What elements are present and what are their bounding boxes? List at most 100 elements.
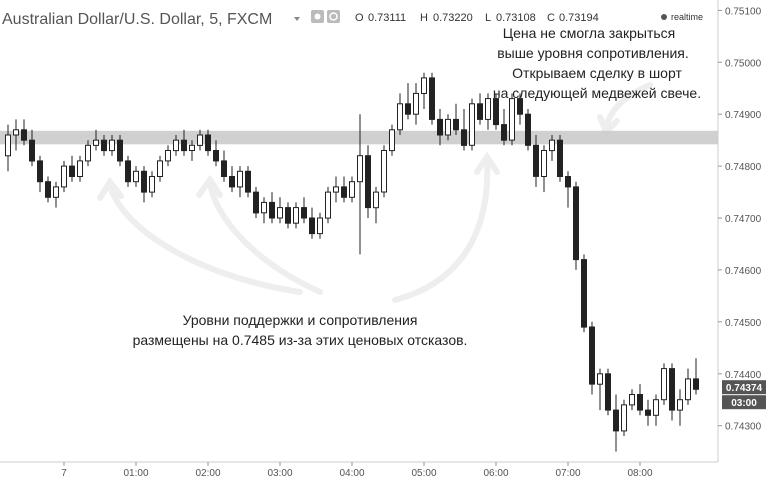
- candle: [301, 197, 307, 224]
- candle: [109, 135, 115, 156]
- candle-body-bullish: [397, 103, 403, 131]
- candle-body-bullish: [421, 77, 427, 95]
- candle: [285, 202, 291, 229]
- settings-icon[interactable]: [327, 10, 340, 23]
- candle: [213, 140, 219, 167]
- bar-timer-bg: [722, 395, 766, 410]
- arrow-curve-3: [392, 157, 491, 303]
- candle: [85, 140, 91, 167]
- support-note-line-1: Уровни поддержки и сопротивления: [183, 312, 418, 328]
- plot-area[interactable]: [0, 0, 718, 462]
- chevron-down-icon[interactable]: [294, 17, 300, 21]
- candle-body-bearish: [453, 118, 459, 131]
- candle-body-bullish: [485, 98, 491, 120]
- candle: [253, 186, 259, 218]
- candle-body-bearish: [613, 409, 619, 432]
- candle-body-bullish: [13, 129, 19, 136]
- support-resistance-band: [0, 130, 718, 145]
- candle: [373, 186, 379, 224]
- candle: [589, 321, 595, 395]
- candle-body-bearish: [253, 191, 259, 214]
- candle-body-bearish: [533, 144, 539, 177]
- last-price-value: 0.74374: [726, 383, 763, 394]
- candle: [661, 363, 667, 405]
- candle: [533, 135, 539, 187]
- candle-body-bullish: [509, 98, 515, 141]
- time-tick-label: 01:00: [123, 468, 148, 479]
- candle: [573, 181, 579, 270]
- candle-body-bullish: [661, 368, 667, 401]
- candle-body-bullish: [541, 150, 547, 177]
- time-tick-label: 02:00: [195, 468, 220, 479]
- candle-body-bullish: [293, 207, 299, 224]
- candle: [693, 358, 699, 395]
- candle-body-bearish: [21, 129, 27, 141]
- candle-body-bearish: [557, 139, 563, 177]
- candle-body-bullish: [85, 144, 91, 162]
- support-annotation: Уровни поддержки и сопротивления размеще…: [133, 312, 468, 348]
- candle-body-bullish: [261, 201, 267, 214]
- candle-body-bearish: [181, 139, 187, 152]
- time-tick-label: 06:00: [483, 468, 508, 479]
- price-axis[interactable]: 0.75100 0.75000 0.74900 0.74800 0.74700 0.746…: [718, 6, 762, 433]
- chart-header: Australian Dollar/U.S. Dollar, 5, FXCM O…: [2, 10, 703, 28]
- candle: [541, 145, 547, 193]
- candle-body-bearish: [501, 124, 507, 141]
- candle: [69, 155, 75, 182]
- candle: [493, 93, 499, 130]
- close-value: 0.73194: [559, 12, 599, 24]
- realtime-label: realtime: [671, 12, 703, 22]
- price-tick-label: 0.74900: [725, 110, 762, 121]
- candle-body-bullish: [597, 373, 603, 385]
- candle: [29, 129, 35, 167]
- candle-body-bullish: [277, 207, 283, 219]
- time-axis[interactable]: 7 01:00 02:00 03:00 04:00 05:00 06:00 07:00 08:0…: [61, 462, 653, 479]
- candle-body-bullish: [685, 378, 691, 401]
- candle: [197, 129, 203, 151]
- low-label: L: [485, 12, 491, 24]
- candle-body-bullish: [357, 155, 363, 183]
- candle-body-bullish: [621, 404, 627, 432]
- candle-body-bearish: [637, 394, 643, 411]
- candle: [189, 140, 195, 161]
- candle: [453, 103, 459, 135]
- candle-body-bearish: [341, 186, 347, 198]
- price-tick-label: 0.74600: [725, 266, 762, 277]
- candle-body-bearish: [565, 176, 571, 188]
- candle: [365, 145, 371, 218]
- time-tick-label: 05:00: [411, 468, 436, 479]
- candle-body-bullish: [173, 139, 179, 152]
- candle: [581, 254, 587, 333]
- candle-body-bullish: [445, 118, 451, 136]
- candle: [245, 166, 251, 198]
- candle: [237, 166, 243, 198]
- candle: [397, 93, 403, 135]
- candle-body-bearish: [221, 160, 227, 177]
- candle: [549, 135, 555, 161]
- candle: [61, 160, 67, 193]
- candle-body-bearish: [205, 134, 211, 152]
- candle-body-bearish: [493, 98, 499, 126]
- arrow-curve-4: [603, 82, 653, 131]
- candle: [181, 129, 187, 156]
- candle: [125, 155, 131, 187]
- candle-body-bearish: [429, 77, 435, 120]
- candle-body-bullish: [381, 150, 387, 193]
- candle: [5, 124, 11, 172]
- candle: [53, 181, 59, 208]
- candle: [437, 109, 443, 146]
- resistance-annotation: Цена не смогла закрыться выше уровня соп…: [493, 25, 701, 101]
- close-label: C: [547, 12, 555, 24]
- candle-body-bearish: [101, 139, 107, 152]
- symbol-title[interactable]: Australian Dollar/U.S. Dollar, 5, FXCM: [2, 11, 272, 28]
- arrow-head-2: [196, 174, 223, 198]
- candle: [429, 72, 435, 125]
- candle: [157, 155, 163, 182]
- time-tick-label: 07:00: [555, 468, 580, 479]
- candle: [653, 394, 659, 426]
- candle: [293, 202, 299, 229]
- resistance-note-line-3: Открываем сделку в шорт: [512, 65, 682, 81]
- arrow-curve-2: [207, 180, 323, 295]
- resistance-note-line-2: выше уровня сопротивления.: [497, 45, 689, 61]
